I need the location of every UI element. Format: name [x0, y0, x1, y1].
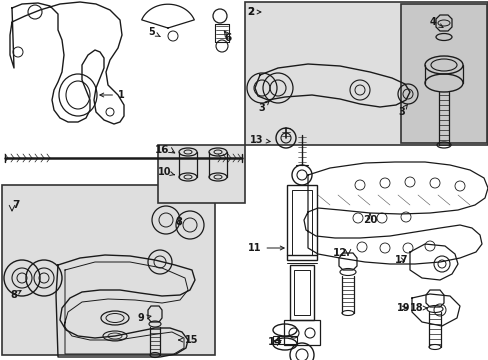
Text: 1: 1 — [100, 90, 124, 100]
Text: 8: 8 — [10, 290, 21, 300]
Bar — [400, 4, 486, 143]
Text: 13: 13 — [249, 135, 269, 145]
Bar — [291, 190, 311, 255]
Text: 2: 2 — [246, 7, 254, 17]
Bar — [272, 336, 296, 344]
Bar — [244, 2, 487, 145]
Text: 5: 5 — [148, 27, 160, 37]
Text: 7: 7 — [12, 200, 20, 210]
Text: 2: 2 — [246, 7, 261, 17]
Text: 8: 8 — [175, 217, 182, 227]
Text: 15: 15 — [179, 335, 198, 345]
Text: 17: 17 — [394, 255, 407, 265]
Bar — [289, 265, 313, 320]
Bar — [286, 185, 316, 260]
Text: 10: 10 — [158, 167, 174, 177]
Text: 12: 12 — [332, 248, 346, 258]
Text: 4: 4 — [429, 17, 442, 27]
Text: 3: 3 — [258, 100, 269, 113]
Text: 19: 19 — [396, 303, 409, 313]
Text: 14: 14 — [267, 337, 282, 347]
Text: 11: 11 — [247, 243, 284, 253]
Text: 16: 16 — [154, 145, 169, 155]
Text: 20: 20 — [362, 215, 376, 225]
Bar — [158, 145, 244, 203]
Bar — [2, 185, 215, 355]
Bar — [293, 270, 309, 315]
Text: 6: 6 — [224, 33, 231, 43]
Text: 3: 3 — [397, 104, 407, 117]
Text: 9: 9 — [138, 313, 151, 323]
Bar — [284, 320, 319, 345]
Text: 18: 18 — [409, 303, 426, 313]
